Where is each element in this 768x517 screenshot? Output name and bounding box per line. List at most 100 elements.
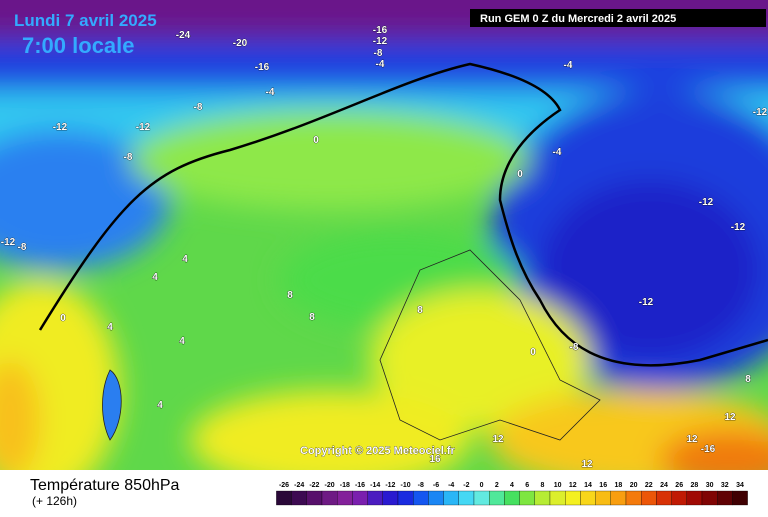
contour-label: -12 — [53, 122, 68, 133]
contour-label: 0 — [313, 135, 319, 146]
legend-swatch — [580, 490, 596, 506]
legend-tick-label: 8 — [540, 482, 544, 489]
legend-swatch — [504, 490, 520, 506]
legend-swatch — [701, 490, 718, 506]
legend-swatch — [352, 490, 368, 506]
contour-label: 0 — [517, 169, 523, 180]
date: Lundi 7 avril 2025 — [14, 11, 157, 30]
legend-tick-label: 34 — [736, 482, 744, 489]
legend-swatch — [428, 490, 444, 506]
legend-tick-label: 32 — [721, 482, 729, 489]
legend-swatch — [382, 490, 399, 506]
contour-label: 4 — [107, 322, 113, 333]
contour-label: -8 — [124, 152, 133, 163]
legend-swatch — [321, 490, 338, 506]
legend-swatch — [671, 490, 687, 506]
contour-label: 16 — [429, 454, 441, 465]
legend-swatch — [686, 490, 703, 506]
contour-label: 4 — [182, 254, 188, 265]
temperature-field — [0, 0, 768, 470]
time: 7:00 locale — [22, 33, 135, 58]
legend-swatch — [397, 490, 414, 506]
legend-tick-label: 26 — [675, 482, 683, 489]
contour-label: 12 — [581, 459, 593, 470]
legend-swatch — [641, 490, 657, 506]
legend-swatch — [473, 490, 490, 506]
legend-tick-label: 24 — [660, 482, 668, 489]
legend-tick-label: 4 — [510, 482, 514, 489]
legend-swatch — [367, 490, 383, 506]
contour-label: 12 — [724, 412, 736, 423]
field-title: Température 850hPa — [30, 477, 180, 494]
legend-tick-label: -8 — [418, 482, 424, 489]
contour-label: -4 — [553, 147, 562, 158]
legend-tick-label: -4 — [448, 482, 454, 489]
contour-label: -12 — [753, 107, 768, 118]
copyright: Copyright © 2025 Meteociel.fr — [300, 445, 456, 457]
contour-label: -4 — [266, 87, 275, 98]
contour-label: -12 — [699, 197, 714, 208]
legend-tick-label: 12 — [569, 482, 577, 489]
legend-tick-label: -24 — [294, 482, 304, 489]
legend-tick-label: 16 — [599, 482, 607, 489]
legend-swatch — [595, 490, 611, 506]
legend-tick-label: 10 — [554, 482, 562, 489]
contour-label: 8 — [745, 374, 751, 385]
legend-swatch — [732, 490, 748, 506]
legend-tick-label: 18 — [615, 482, 623, 489]
contour-label: -16 — [373, 25, 388, 36]
run-info: Run GEM 0 Z du Mercredi 2 avril 2025 — [480, 13, 676, 25]
contour-label: -12 — [1, 237, 16, 248]
contour-label: -20 — [233, 38, 248, 49]
legend-swatch — [565, 490, 581, 506]
contour-label: 12 — [686, 434, 698, 445]
legend-tick-label: 0 — [480, 482, 484, 489]
legend-tick-label: 20 — [630, 482, 638, 489]
legend-tick-label: 14 — [584, 482, 592, 489]
legend-swatch — [610, 490, 627, 506]
legend-swatch — [549, 490, 566, 506]
legend-tick-label: -16 — [355, 482, 365, 489]
legend-swatch — [337, 490, 353, 506]
contour-label: -4 — [564, 60, 573, 71]
legend-tick-label: 2 — [495, 482, 499, 489]
legend-tick-label: -26 — [279, 482, 289, 489]
legend-swatch — [519, 490, 535, 506]
legend-swatch — [656, 490, 672, 506]
legend-swatch — [443, 490, 459, 506]
legend-swatch — [458, 490, 475, 506]
contour-label: -8 — [374, 48, 383, 59]
contour-label: 0 — [530, 347, 536, 358]
contour-label: -8 — [194, 102, 203, 113]
contour-label: 8 — [287, 290, 293, 301]
legend-swatch — [306, 490, 323, 506]
contour-labels: -24-20-16-12-8-4-16-4-12-8-12-8-120-4-4-… — [0, 25, 768, 471]
contour-label: -12 — [731, 222, 746, 233]
lead-time: (+ 126h) — [32, 494, 77, 508]
legend-swatch — [291, 490, 307, 506]
contour-label: 4 — [152, 272, 158, 283]
contour-label: 8 — [417, 305, 423, 316]
contour-label: -24 — [176, 30, 191, 41]
contour-label: 4 — [157, 400, 163, 411]
contour-label: -12 — [136, 122, 151, 133]
legend-tick-label: -6 — [433, 482, 439, 489]
contour-label: -4 — [376, 59, 385, 70]
legend-tick-label: -22 — [309, 482, 319, 489]
legend-swatch — [413, 490, 429, 506]
legend-tick-label: 6 — [525, 482, 529, 489]
color-legend: -26 -24 -22 -20 -18 -16 -14 -12 -10 -8 -6 -4 -2 0 2 4 6 8… — [276, 482, 748, 506]
legend-tick-label: -14 — [370, 482, 380, 489]
legend-tick-label: -10 — [401, 482, 411, 489]
contour-label: 0 — [60, 313, 66, 324]
contour-label: -16 — [701, 444, 716, 455]
contour-label: -8 — [570, 342, 579, 353]
legend-swatch — [717, 490, 733, 506]
legend-swatch — [625, 490, 642, 506]
legend-tick-label: 28 — [691, 482, 699, 489]
legend-tick-label: 30 — [706, 482, 714, 489]
contour-label: -12 — [639, 297, 654, 308]
legend-tick-label: -20 — [325, 482, 335, 489]
